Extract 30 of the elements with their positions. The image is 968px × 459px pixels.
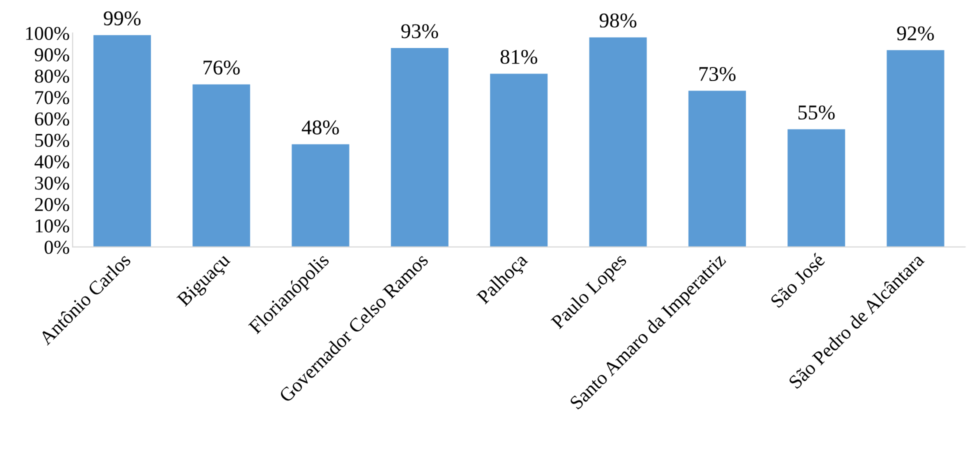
bar	[589, 37, 647, 247]
data-label: 92%	[897, 26, 934, 40]
data-label: 93%	[401, 24, 438, 38]
y-tick-label: 30%	[35, 176, 70, 190]
y-tick-label: 20%	[35, 198, 70, 212]
bar	[93, 35, 151, 247]
y-tick-label: 60%	[35, 112, 70, 126]
data-label: 73%	[699, 66, 736, 82]
bar	[292, 144, 350, 247]
y-tick-label: 0%	[44, 240, 70, 254]
y-tick-label: 10%	[36, 219, 70, 233]
bar	[192, 84, 250, 247]
bar	[390, 48, 448, 247]
y-tick-label: 70%	[35, 91, 70, 104]
data-label: 98%	[600, 13, 636, 28]
bar	[688, 90, 746, 247]
y-tick-label: 40%	[34, 155, 70, 168]
y-tick-label: 100%	[26, 26, 70, 40]
y-tick-label: 90%	[34, 48, 70, 62]
data-label: 81%	[500, 50, 538, 64]
y-tick-label: 50%	[35, 134, 70, 147]
x-tick-label: São José	[770, 252, 826, 308]
data-label: 76%	[204, 60, 240, 75]
bar	[788, 129, 846, 247]
data-label: 99%	[104, 11, 141, 26]
bar	[490, 74, 548, 247]
bar	[886, 50, 944, 247]
data-label: 48%	[302, 120, 339, 135]
data-label: 55%	[798, 105, 835, 120]
y-tick-label: 80%	[34, 70, 70, 83]
